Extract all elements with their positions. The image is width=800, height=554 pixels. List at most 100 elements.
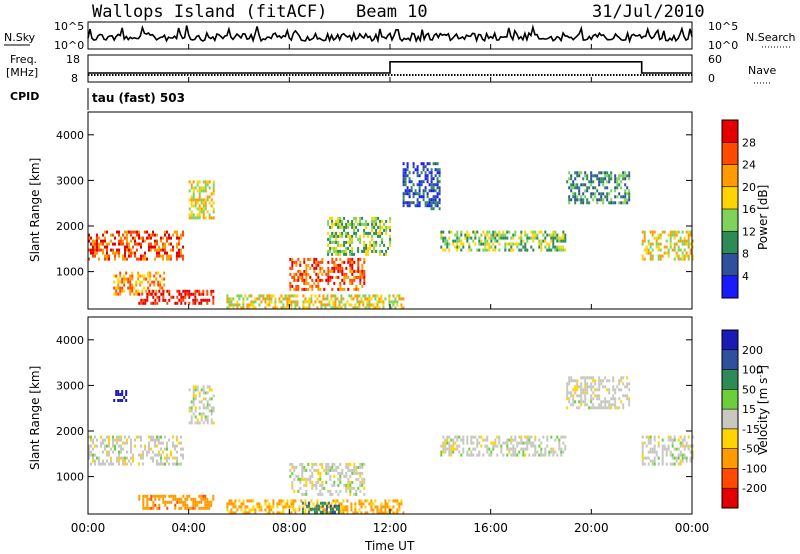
- heatmap-cell: [156, 295, 159, 299]
- heatmap-cell: [510, 245, 513, 249]
- heatmap-cell: [319, 260, 322, 264]
- heatmap-cell: [208, 180, 211, 184]
- heatmap-cell: [484, 248, 487, 252]
- heatmap-cell: [556, 248, 559, 252]
- heatmap-cell: [90, 438, 92, 442]
- heatmap-cell: [568, 400, 571, 404]
- heatmap-cell: [378, 300, 381, 304]
- heatmap-cell: [480, 239, 483, 243]
- heatmap-cell: [616, 195, 619, 199]
- heatmap-cell: [180, 497, 183, 501]
- heatmap-cell: [546, 438, 549, 442]
- heatmap-cell: [432, 201, 435, 205]
- heatmap-cell: [160, 239, 162, 243]
- heatmap-cell: [655, 239, 658, 243]
- heatmap-cell: [234, 505, 237, 509]
- heatmap-cell: [147, 280, 150, 284]
- heatmap-cell: [302, 303, 305, 307]
- heatmap-cell: [366, 303, 369, 307]
- heatmap-cell: [375, 219, 378, 223]
- heatmap-cell: [108, 453, 110, 457]
- heatmap-cell: [246, 505, 249, 509]
- heatmap-cell: [152, 500, 155, 504]
- colorbar-swatch: [722, 468, 738, 489]
- heatmap-cell: [305, 269, 308, 273]
- heatmap-cell: [444, 438, 447, 442]
- heatmap-cell: [548, 242, 551, 246]
- heatmap-cell: [643, 257, 646, 261]
- heatmap-cell: [190, 183, 193, 187]
- heatmap-cell: [406, 162, 409, 166]
- heatmap-cell: [687, 239, 690, 243]
- heatmap-cell: [516, 444, 519, 448]
- heatmap-cell: [436, 192, 439, 196]
- heatmap-cell: [564, 248, 567, 252]
- heatmap-cell: [152, 295, 155, 299]
- heatmap-cell: [528, 236, 531, 240]
- heatmap-cell: [434, 174, 437, 178]
- heatmap-cell: [608, 201, 611, 205]
- heatmap-cell: [329, 510, 332, 514]
- heatmap-cell: [360, 511, 363, 515]
- heatmap-cell: [121, 289, 124, 293]
- heatmap-cell: [345, 465, 348, 469]
- heatmap-cell: [683, 453, 686, 457]
- heatmap-cell: [354, 508, 357, 512]
- heatmap-cell: [592, 376, 595, 380]
- heatmap-cell: [339, 284, 342, 288]
- heatmap-cell: [590, 192, 593, 196]
- heatmap-cell: [341, 272, 344, 276]
- heatmap-cell: [580, 388, 583, 392]
- heatmap-cell: [641, 456, 644, 460]
- heatmap-cell: [462, 438, 465, 442]
- heatmap-cell: [685, 444, 688, 448]
- heatmap-cell: [178, 500, 181, 504]
- heatmap-cell: [594, 174, 597, 178]
- heatmap-cell: [370, 502, 373, 506]
- heatmap-cell: [454, 435, 457, 439]
- heatmap-cell: [134, 251, 136, 255]
- heatmap-cell: [94, 245, 96, 249]
- heatmap-cell: [202, 298, 205, 302]
- heatmap-cell: [363, 234, 366, 238]
- heatmap-cell: [438, 189, 441, 193]
- heatmap-cell: [304, 300, 307, 304]
- heatmap-cell: [488, 236, 491, 240]
- heatmap-cell: [112, 441, 114, 445]
- heatmap-cell: [598, 403, 601, 407]
- heatmap-cell: [373, 222, 376, 226]
- heatmap-cell: [172, 497, 175, 501]
- heatmap-cell: [92, 441, 94, 445]
- heatmap-cell: [210, 204, 213, 208]
- heatmap-cell: [198, 213, 201, 217]
- heatmap-cell: [146, 497, 149, 501]
- heatmap-cell: [210, 289, 213, 293]
- heatmap-cell: [194, 500, 197, 504]
- heatmap-cell: [337, 266, 340, 270]
- heatmap-cell: [402, 171, 405, 175]
- heatmap-cell: [354, 303, 357, 307]
- heatmap-cell: [653, 435, 656, 439]
- heatmap-cell: [550, 450, 553, 454]
- heatmap-cell: [679, 444, 682, 448]
- heatmap-cell: [647, 239, 650, 243]
- heatmap-cell: [622, 403, 625, 407]
- heatmap-cell: [350, 505, 353, 509]
- heatmap-cell: [420, 183, 423, 187]
- heatmap-cell: [372, 511, 375, 515]
- heatmap-cell: [204, 500, 207, 504]
- heatmap-cell: [176, 233, 178, 237]
- heatmap-cell: [584, 403, 587, 407]
- heatmap-cell: [226, 306, 229, 310]
- heatmap-cell: [624, 189, 627, 193]
- heatmap-cell: [311, 474, 314, 478]
- heatmap-cell: [278, 499, 281, 503]
- heatmap-cell: [502, 236, 505, 240]
- heatmap-cell: [524, 242, 527, 246]
- heatmap-cell: [331, 507, 334, 511]
- heatmap-cell: [200, 198, 203, 202]
- heatmap-cell: [141, 289, 144, 293]
- heatmap-cell: [343, 474, 346, 478]
- heatmap-cell: [134, 230, 136, 234]
- heatmap-cell: [394, 499, 397, 503]
